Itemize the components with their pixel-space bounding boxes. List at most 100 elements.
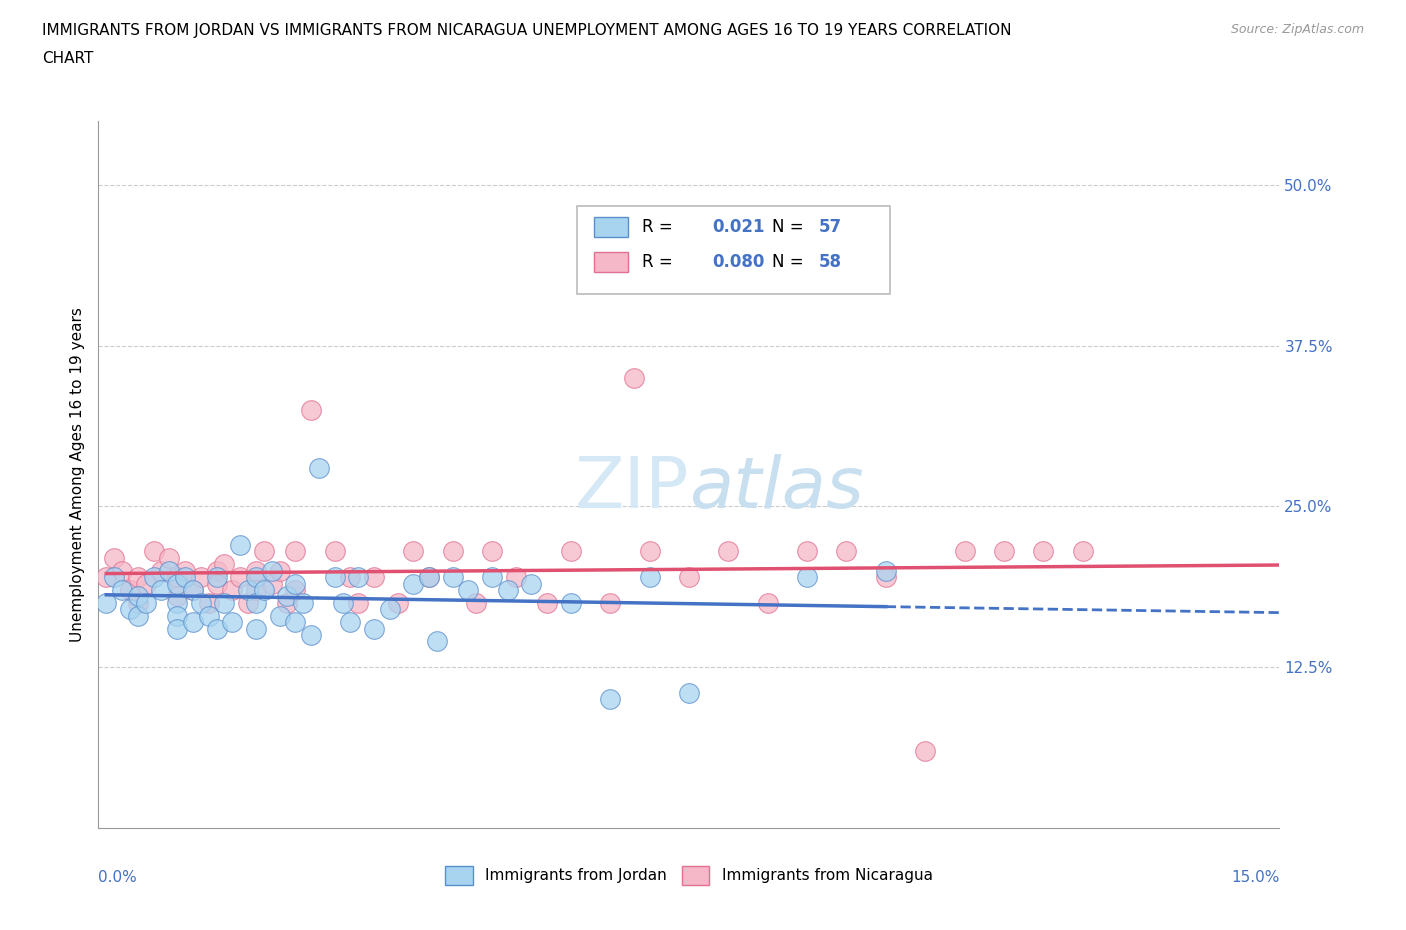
Text: 0.021: 0.021 bbox=[713, 218, 765, 236]
Text: Source: ZipAtlas.com: Source: ZipAtlas.com bbox=[1230, 23, 1364, 36]
Point bbox=[323, 570, 346, 585]
Y-axis label: Unemployment Among Ages 16 to 19 years: Unemployment Among Ages 16 to 19 years bbox=[69, 307, 84, 642]
Point bbox=[260, 576, 283, 591]
Text: R =: R = bbox=[641, 253, 678, 272]
Point bbox=[481, 570, 503, 585]
Point bbox=[205, 621, 228, 636]
Point bbox=[174, 564, 197, 578]
Point bbox=[323, 544, 346, 559]
Point bbox=[253, 544, 276, 559]
Point bbox=[284, 544, 307, 559]
Point bbox=[166, 608, 188, 623]
Point bbox=[796, 570, 818, 585]
Point bbox=[229, 570, 252, 585]
Point bbox=[197, 595, 219, 610]
Point bbox=[111, 582, 134, 597]
Point bbox=[457, 582, 479, 597]
Point bbox=[418, 570, 440, 585]
Point bbox=[993, 544, 1015, 559]
Point bbox=[181, 582, 204, 597]
Point bbox=[205, 570, 228, 585]
Point bbox=[292, 595, 315, 610]
Text: ZIP: ZIP bbox=[575, 454, 689, 523]
Point bbox=[363, 621, 385, 636]
Point bbox=[496, 582, 519, 597]
Point bbox=[103, 570, 125, 585]
Text: N =: N = bbox=[772, 253, 808, 272]
Point bbox=[181, 582, 204, 597]
Point bbox=[363, 570, 385, 585]
Point bbox=[560, 595, 582, 610]
Point bbox=[441, 570, 464, 585]
Point bbox=[441, 544, 464, 559]
Text: 57: 57 bbox=[818, 218, 842, 236]
Point bbox=[111, 564, 134, 578]
Point bbox=[560, 544, 582, 559]
Point bbox=[339, 615, 361, 630]
Point bbox=[245, 570, 267, 585]
Point bbox=[299, 628, 322, 643]
Point bbox=[150, 564, 173, 578]
Point bbox=[465, 595, 488, 610]
Point bbox=[150, 582, 173, 597]
Point bbox=[127, 595, 149, 610]
Point bbox=[332, 595, 354, 610]
Text: 58: 58 bbox=[818, 253, 842, 272]
Point bbox=[197, 608, 219, 623]
Point bbox=[599, 692, 621, 707]
Point bbox=[236, 595, 259, 610]
Point bbox=[914, 743, 936, 758]
Point bbox=[678, 570, 700, 585]
Point bbox=[142, 544, 165, 559]
Point bbox=[623, 370, 645, 385]
Point bbox=[387, 595, 409, 610]
Point bbox=[308, 460, 330, 475]
Point bbox=[402, 544, 425, 559]
Point bbox=[214, 557, 236, 572]
Text: IMMIGRANTS FROM JORDAN VS IMMIGRANTS FROM NICARAGUA UNEMPLOYMENT AMONG AGES 16 T: IMMIGRANTS FROM JORDAN VS IMMIGRANTS FRO… bbox=[42, 23, 1012, 38]
Point bbox=[96, 595, 118, 610]
Point bbox=[174, 570, 197, 585]
Point bbox=[118, 582, 141, 597]
Point bbox=[96, 570, 118, 585]
Text: R =: R = bbox=[641, 218, 678, 236]
Point bbox=[245, 582, 267, 597]
Text: 15.0%: 15.0% bbox=[1232, 870, 1279, 884]
Point bbox=[221, 582, 243, 597]
Point bbox=[245, 595, 267, 610]
Point bbox=[520, 576, 543, 591]
Text: CHART: CHART bbox=[42, 51, 94, 66]
Point bbox=[599, 595, 621, 610]
Point bbox=[103, 551, 125, 565]
Point bbox=[1071, 544, 1094, 559]
Point bbox=[118, 602, 141, 617]
Text: 0.080: 0.080 bbox=[713, 253, 765, 272]
Point bbox=[756, 595, 779, 610]
Point bbox=[269, 608, 291, 623]
Point bbox=[190, 595, 212, 610]
Point bbox=[166, 621, 188, 636]
Point bbox=[221, 615, 243, 630]
FancyBboxPatch shape bbox=[576, 206, 890, 294]
Point bbox=[339, 570, 361, 585]
Point bbox=[135, 576, 157, 591]
Text: 0.0%: 0.0% bbox=[98, 870, 138, 884]
Point bbox=[875, 564, 897, 578]
Point bbox=[166, 570, 188, 585]
Text: atlas: atlas bbox=[689, 454, 863, 523]
Point bbox=[717, 544, 740, 559]
Point bbox=[953, 544, 976, 559]
Point bbox=[269, 564, 291, 578]
Point bbox=[347, 570, 370, 585]
Point bbox=[835, 544, 858, 559]
Point bbox=[142, 570, 165, 585]
Point bbox=[875, 570, 897, 585]
Point bbox=[245, 564, 267, 578]
Point bbox=[536, 595, 558, 610]
Legend: Immigrants from Jordan, Immigrants from Nicaragua: Immigrants from Jordan, Immigrants from … bbox=[439, 860, 939, 891]
Point bbox=[135, 595, 157, 610]
Point bbox=[181, 615, 204, 630]
Point bbox=[347, 595, 370, 610]
Point bbox=[505, 570, 527, 585]
Point bbox=[418, 570, 440, 585]
